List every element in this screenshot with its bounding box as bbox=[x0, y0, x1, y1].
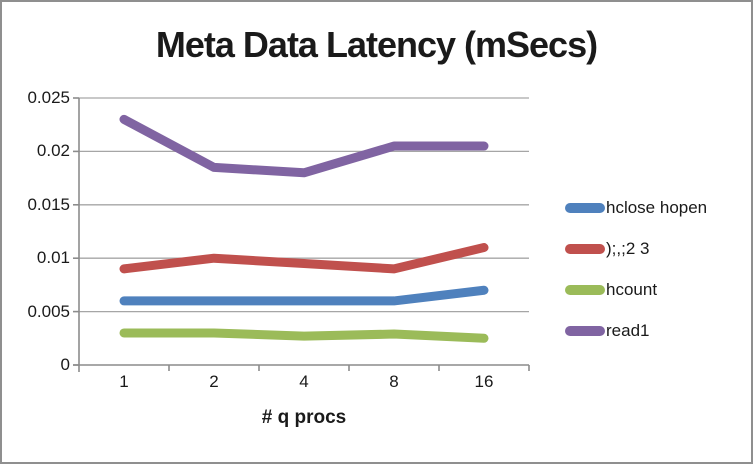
legend-label: hclose hopen bbox=[606, 198, 708, 217]
series-line-1 bbox=[119, 243, 489, 274]
legend-label: );,;2 3 bbox=[606, 239, 650, 258]
x-axis-tick-label: 1 bbox=[119, 372, 129, 391]
legend-swatch-line-icon bbox=[565, 326, 605, 336]
legend-label: hcount bbox=[606, 280, 658, 299]
legend: hclose hopen );,;2 3 hcount read1 bbox=[565, 198, 707, 341]
x-axis-tick-label: 4 bbox=[299, 372, 309, 391]
series-line-2 bbox=[119, 328, 489, 343]
legend-swatch-line-icon bbox=[565, 203, 605, 213]
legend-item-hclose-hopen: hclose hopen bbox=[565, 198, 707, 218]
y-axis-tick-label: 0 bbox=[60, 355, 70, 374]
series-line-0 bbox=[119, 285, 489, 306]
chart-title: Meta Data Latency (mSecs) bbox=[155, 24, 598, 65]
x-axis-title: # q procs bbox=[261, 407, 347, 428]
y-axis-tick-label: 0.02 bbox=[36, 141, 70, 161]
y-axis-tick-label: 0.025 bbox=[27, 88, 70, 107]
legend-label: read1 bbox=[606, 321, 650, 340]
y-axis-tick-label: 0.005 bbox=[27, 301, 70, 321]
legend-swatch-line-icon bbox=[565, 244, 605, 254]
y-axis-tick-label: 0.015 bbox=[27, 194, 70, 214]
x-axis-tick-label: 8 bbox=[389, 372, 399, 391]
legend-swatch-line-icon bbox=[565, 285, 605, 295]
legend-item-hcount: hcount bbox=[565, 280, 707, 300]
x-axis-tick-label: 2 bbox=[209, 372, 219, 391]
legend-item-series-2: );,;2 3 bbox=[565, 239, 707, 259]
legend-item-read1: read1 bbox=[565, 321, 707, 341]
series-line-3 bbox=[119, 114, 489, 178]
y-axis-tick-label: 0.01 bbox=[36, 248, 70, 268]
x-axis-tick-label: 16 bbox=[474, 372, 494, 391]
